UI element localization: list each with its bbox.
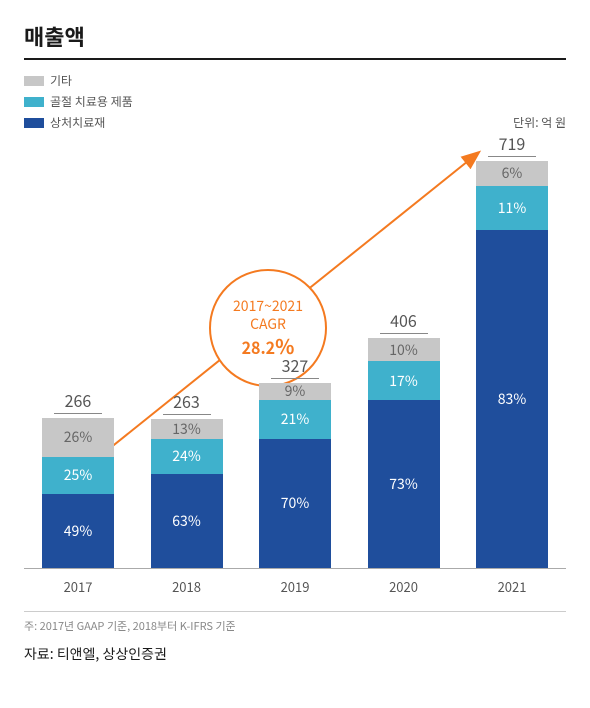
- legend-item: 상처치료재: [24, 114, 133, 131]
- legend-swatch: [24, 118, 44, 128]
- bar-column: 719 6%11%83%: [476, 131, 548, 568]
- x-axis-label: 2021: [476, 577, 548, 596]
- x-axis-labels: 2017 2018 2019 2020 2021: [24, 573, 566, 599]
- chart-area: 2017~2021 CAGR 28.2% 26626%25%49%26313%2…: [24, 139, 566, 599]
- bar-total-label: 327: [271, 353, 319, 379]
- bar-column: 263 13%24%63%: [151, 389, 223, 568]
- bar-segment: 70%: [259, 439, 331, 569]
- x-axis-label: 2020: [368, 577, 440, 596]
- unit-label: 단위: 억 원: [513, 88, 566, 131]
- bar-total-label: 263: [163, 389, 211, 415]
- legend-area: 기타 골절 치료용 제품 상처치료재 단위: 억 원: [24, 72, 566, 131]
- x-axis-label: 2018: [151, 577, 223, 596]
- bar-total-label: 406: [380, 308, 428, 334]
- legend-item: 골절 치료용 제품: [24, 93, 133, 110]
- bar-stack: 26%25%49%: [42, 418, 114, 569]
- legend: 기타 골절 치료용 제품 상처치료재: [24, 72, 133, 131]
- bar-segment: 10%: [368, 338, 440, 361]
- bar-segment: 24%: [151, 439, 223, 475]
- bar-segment: 73%: [368, 400, 440, 568]
- bar-stack: 9%21%70%: [259, 383, 331, 568]
- bar-segment: 6%: [476, 161, 548, 185]
- bar-column: 327 9%21%70%: [259, 353, 331, 568]
- legend-swatch: [24, 97, 44, 107]
- legend-label: 골절 치료용 제품: [50, 93, 133, 110]
- bars-container: 266 26%25%49% 263 13%24%63% 327 9%21%70% 406 10…: [24, 139, 566, 569]
- legend-label: 기타: [50, 72, 72, 89]
- x-axis-label: 2019: [259, 577, 331, 596]
- bar-segment: 83%: [476, 230, 548, 568]
- bar-segment: 17%: [368, 361, 440, 400]
- bar-column: 406 10%17%73%: [368, 308, 440, 568]
- legend-item: 기타: [24, 72, 133, 89]
- bar-segment: 11%: [476, 186, 548, 231]
- bar-column: 266 26%25%49%: [42, 388, 114, 569]
- chart-source: 자료: 티앤엘, 상상인증권: [24, 644, 566, 664]
- bar-segment: 49%: [42, 494, 114, 568]
- chart-title: 매출액: [24, 20, 566, 60]
- bar-total-label: 266: [54, 388, 102, 414]
- bar-segment: 21%: [259, 400, 331, 439]
- bar-stack: 10%17%73%: [368, 338, 440, 568]
- bar-segment: 13%: [151, 419, 223, 438]
- bar-segment: 63%: [151, 474, 223, 568]
- bar-stack: 6%11%83%: [476, 161, 548, 568]
- chart-footnote: 주: 2017년 GAAP 기준, 2018부터 K-IFRS 기준: [24, 611, 566, 634]
- x-axis-label: 2017: [42, 577, 114, 596]
- bar-stack: 13%24%63%: [151, 419, 223, 568]
- legend-label: 상처치료재: [50, 114, 105, 131]
- bar-segment: 26%: [42, 418, 114, 457]
- legend-swatch: [24, 76, 44, 86]
- bar-segment: 25%: [42, 457, 114, 495]
- bar-segment: 9%: [259, 383, 331, 400]
- bar-total-label: 719: [488, 131, 536, 157]
